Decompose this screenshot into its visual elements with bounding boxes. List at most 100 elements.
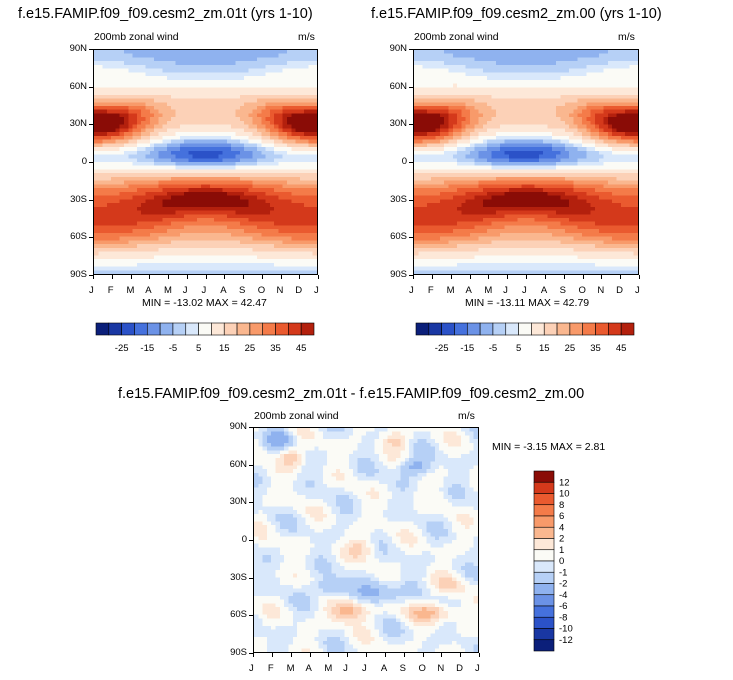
panel1-y-tick-mark-4 [89,199,93,201]
panel2-x-tick-4: M [484,285,493,296]
panel1-x-tick-mark-5 [186,275,188,279]
panel2-y-tick-6: 90S [390,269,407,280]
panel3-y-tick-6: 90S [230,647,247,658]
panel3-colorbar-label-9: -2 [559,579,567,590]
panel3-x-tick-mark-1 [271,653,273,657]
panel1-x-tick-mark-10 [280,275,282,279]
panel1-x-tick-3: A [145,285,152,296]
panel2-x-tick-mark-11 [620,275,622,279]
panel1-colorbar-swatch-13 [262,322,276,336]
panel1-x-tick-mark-8 [243,275,244,279]
panel2-colorbar-label-0: -25 [435,343,449,354]
panel2-colorbar-swatch-8 [518,322,532,336]
panel1-y-tick-mark-3 [89,162,93,163]
panel2-colorbar-swatch-12 [569,322,584,336]
panel3-y-tick-0: 90N [229,421,247,432]
panel2-colorbar-swatch-10 [543,322,558,336]
panel3-y-tick-mark-0 [249,427,253,428]
panel1-colorbar-swatch-0 [95,322,110,336]
panel3-x-tick-1: F [267,663,274,674]
panel1-y-tick-0: 90N [69,43,87,54]
panel3-colorbar-label-10: -4 [559,590,567,601]
panel2-colorbar-swatch-7 [505,322,519,336]
panel1-colorbar-swatch-5 [159,322,174,336]
panel2-stats: MIN = -13.11 MAX = 42.79 [465,297,590,309]
panel2-colorbar-swatch-15 [608,322,622,336]
panel3-colorbar-swatch-13 [533,616,555,629]
panel2-x-tick-3: A [465,285,472,296]
panel3-x-tick-7: A [380,663,388,674]
panel1-title: f.e15.FAMIP.f09_f09.cesm2_zm.01t (yrs 1-… [18,6,313,22]
panel2-plot [413,49,639,275]
panel2-y-tick-mark-6 [409,275,413,276]
panel1-y-tick-6: 90S [70,269,87,280]
panel1-colorbar-swatch-8 [198,322,212,336]
panel2-x-tick-mark-5 [507,275,509,279]
panel1-x-tick-6: J [201,285,207,296]
panel3-y-tick-1: 60N [229,458,247,470]
panel3-x-tick-9: O [418,663,426,674]
panel2-colorbar-swatch-11 [556,322,571,336]
panel2-y-tick-4: 30S [390,193,407,205]
panel2-y-tick-mark-3 [409,162,413,163]
panel2-colorbar-label-1: -15 [460,343,474,354]
panel1-colorbar-label-5: 25 [245,343,256,354]
panel1-colorbar-swatch-4 [146,322,161,336]
panel1-colorbar-swatch-12 [249,322,264,336]
panel3-x-tick-6: J [362,663,367,674]
panel2-colorbar-label-6: 35 [590,343,601,354]
panel2-x-tick-8: S [559,285,566,296]
panel3-colorbar-swatch-9 [533,571,555,584]
panel3-colorbar-label-7: 0 [559,556,564,567]
panel1-colorbar-label-4: 15 [219,343,230,354]
panel1-stats: MIN = -13.02 MAX = 42.47 [142,297,267,309]
panel3-x-tick-0: J [249,663,254,674]
panel2-colorbar-swatch-5 [479,322,494,336]
panel2-colorbar: -25 -15 -5 5 15 25 35 45 [415,322,637,356]
panel2-y-tick-mark-0 [409,49,413,50]
panel1-x-tick-12: J [314,285,319,296]
panel1-colorbar: -25 -15 -5 5 15 25 35 45 [95,322,317,356]
panel2-y-tick-mark-2 [409,124,413,126]
panel1-x-tick-4: M [164,285,172,296]
panel1-y-tick-mark-1 [89,86,93,88]
panel3-colorbar-swatch-10 [533,583,555,596]
panel1-subtitle-right: m/s [298,31,315,43]
panel2-x-tick-mark-8 [563,275,565,279]
panel3-x-tick-mark-4 [328,653,330,657]
panel3-subtitle-right: m/s [458,410,475,422]
panel2-title: f.e15.FAMIP.f09_f09.cesm2_zm.00 (yrs 1-1… [371,6,662,22]
panel2-y-tick-1: 60N [389,80,407,92]
panel3-colorbar-label-4: 4 [559,522,564,533]
panel2-x-tick-0: J [409,285,414,296]
panel3-x-tick-3: A [305,663,312,674]
panel1-x-tick-5: J [182,285,188,296]
panel2-x-tick-1: F [427,285,434,296]
panel2-colorbar-swatch-16 [620,322,635,336]
panel2-x-tick-7: A [540,285,548,296]
panel3-plot [253,427,479,653]
panel1-colorbar-swatch-3 [134,322,148,336]
panel1-colorbar-swatch-15 [288,322,302,336]
panel3-x-tick-mark-5 [347,653,349,657]
panel3-y-tick-4: 30S [230,571,247,583]
panel2-x-tick-mark-12 [639,275,640,279]
panel3-colorbar-swatch-4 [533,515,555,528]
panel1-x-tick-mark-0 [93,275,94,279]
panel2-contour-field [414,50,638,274]
panel2-subtitle-right: m/s [618,31,635,43]
panel3-colorbar-swatch-12 [533,605,555,618]
panel1-x-tick-mark-7 [224,275,226,279]
panel3-y-tick-mark-6 [249,653,253,654]
panel3-y-tick-5: 60S [230,609,247,621]
panel2-colorbar-swatch-4 [466,322,481,336]
panel3-colorbar-swatch-7 [533,549,555,562]
panel1-x-tick-2: M [126,285,135,296]
panel1-colorbar-swatch-7 [185,322,199,336]
panel2-x-tick-10: N [597,285,605,296]
panel3-x-tick-mark-3 [309,653,311,657]
panel2-x-tick-2: M [446,285,455,296]
panel1-y-tick-mark-2 [89,124,93,126]
panel1-x-tick-1: F [107,285,114,296]
panel2-colorbar-label-7: 45 [616,343,627,354]
